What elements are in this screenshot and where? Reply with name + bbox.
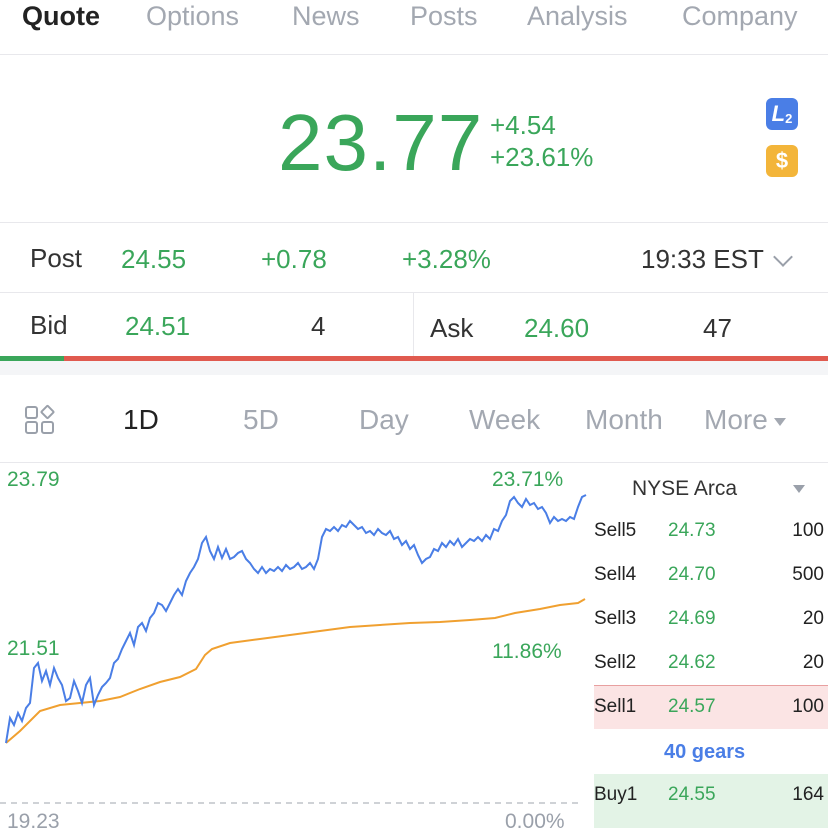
order-price: 24.69 [668, 608, 716, 629]
y-axis-mid: 21.51 [7, 637, 60, 660]
y-axis-low: 19.23 [7, 810, 60, 828]
pct-axis-mid: 11.86% [492, 640, 562, 663]
order-row-sell2: Sell2 24.62 20 [594, 642, 828, 686]
order-row-sell1: Sell1 24.57 100 [594, 685, 828, 729]
post-change-percent: +3.28% [402, 244, 491, 274]
order-qty: 20 [802, 608, 824, 629]
divider [0, 54, 828, 55]
level2-letter: L [771, 101, 786, 126]
avg-price-line [5, 598, 586, 744]
tab-quote[interactable]: Quote [22, 1, 100, 31]
order-price: 24.70 [668, 564, 716, 585]
order-qty: 100 [792, 520, 824, 541]
period-week[interactable]: Week [469, 404, 541, 435]
period-5d[interactable]: 5D [243, 404, 279, 435]
divider [413, 293, 414, 356]
period-more[interactable]: More [704, 403, 786, 437]
ask-strength-bar [64, 356, 828, 361]
order-label: Sell2 [594, 652, 637, 673]
post-time: 19:33 EST [641, 244, 764, 274]
order-row-buy1: Buy1 24.55 164 [594, 774, 828, 828]
exchange-selector[interactable]: NYSE Arca [632, 477, 738, 500]
divider [0, 292, 828, 293]
post-price: 24.55 [121, 244, 187, 274]
order-qty: 100 [792, 696, 824, 717]
tab-analysis[interactable]: Analysis [527, 1, 628, 31]
caret-down-icon[interactable] [793, 485, 805, 493]
order-label: Sell5 [594, 520, 637, 541]
period-day[interactable]: Day [359, 404, 409, 435]
bid-size: 4 [311, 311, 326, 341]
order-label: Sell1 [594, 696, 637, 717]
ask-label: Ask [430, 313, 474, 343]
gears-selector[interactable]: 40 gears [664, 741, 746, 763]
ask-size: 47 [703, 313, 732, 343]
order-row-sell3: Sell3 24.69 20 [594, 598, 828, 642]
order-row-sell4: Sell4 24.70 500 [594, 554, 828, 598]
period-more-label: More [704, 404, 768, 435]
tab-posts[interactable]: Posts [410, 1, 478, 31]
chart-type-icon[interactable] [24, 404, 56, 436]
order-price: 24.62 [668, 652, 716, 673]
order-qty: 500 [792, 564, 824, 585]
tab-company[interactable]: Company [682, 1, 798, 31]
order-row-sell5: Sell5 24.73 100 [594, 510, 828, 554]
order-qty: 164 [792, 784, 824, 805]
post-label: Post [30, 243, 83, 273]
post-change: +0.78 [261, 244, 327, 274]
price-change-percent: +23.61% [490, 142, 594, 172]
divider [0, 462, 828, 463]
level2-icon[interactable]: L2 [766, 98, 798, 130]
ask-price: 24.60 [524, 313, 590, 343]
level2-sub: 2 [785, 111, 793, 126]
order-price: 24.57 [668, 696, 716, 717]
pct-axis-high: 23.71% [492, 468, 564, 491]
order-label: Sell3 [594, 608, 637, 629]
intraday-chart[interactable] [0, 463, 592, 828]
price-change: +4.54 [490, 110, 556, 140]
order-price: 24.55 [668, 784, 716, 805]
order-qty: 20 [802, 652, 824, 673]
tab-options[interactable]: Options [146, 1, 240, 31]
period-1d[interactable]: 1D [123, 404, 159, 435]
bid-strength-bar [0, 356, 64, 361]
period-month[interactable]: Month [585, 404, 663, 435]
dollar-icon[interactable]: $ [766, 145, 798, 177]
divider [0, 222, 828, 223]
caret-down-icon [773, 417, 786, 426]
chevron-down-icon[interactable] [773, 247, 793, 267]
section-gap [0, 361, 828, 375]
order-price: 24.73 [668, 520, 716, 541]
y-axis-high: 23.79 [7, 468, 60, 491]
last-price: 23.77 [278, 98, 484, 187]
price-line [5, 494, 587, 744]
order-label: Buy1 [594, 784, 638, 805]
order-label: Sell4 [594, 564, 637, 585]
tab-news[interactable]: News [292, 1, 360, 31]
pct-axis-low: 0.00% [505, 810, 565, 828]
bid-price: 24.51 [125, 311, 191, 341]
bid-label: Bid [30, 310, 68, 340]
